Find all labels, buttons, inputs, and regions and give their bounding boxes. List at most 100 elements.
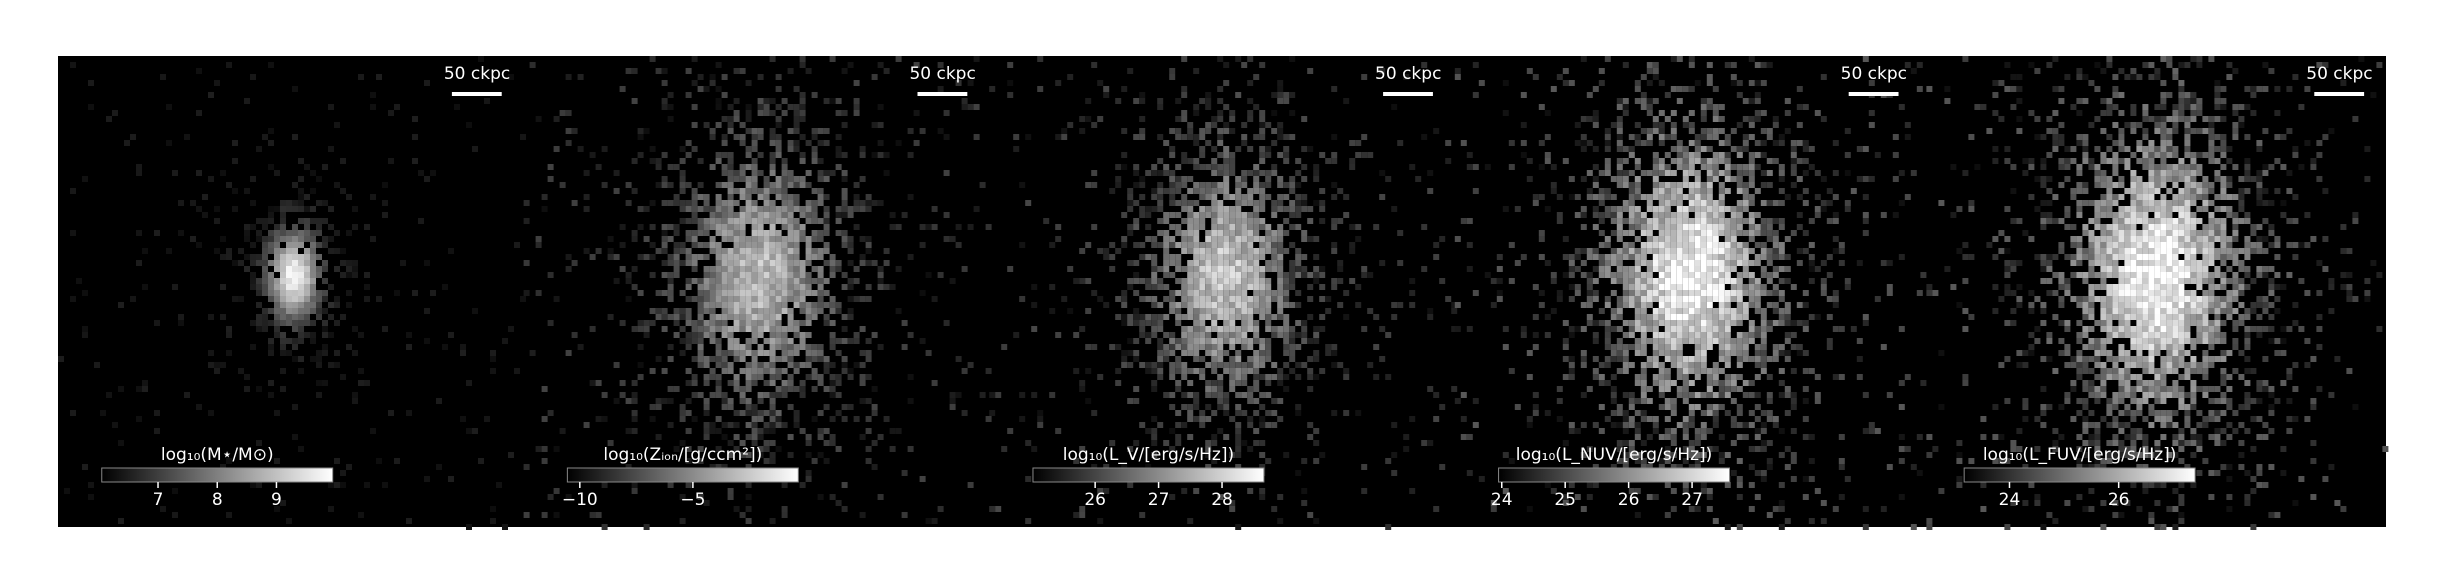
pixel [1658,380,1665,386]
pixel [250,224,256,230]
pixel [1217,428,1224,434]
pixel [88,80,94,86]
pixel [793,230,800,236]
pixel [793,272,800,278]
pixel [1676,140,1683,146]
pixel [691,212,698,218]
pixel [1235,440,1242,446]
pixel [1265,302,1272,308]
pixel [1484,272,1491,278]
pixel [1718,296,1725,302]
pixel [817,266,824,272]
pixel [1217,344,1224,350]
pixel [1628,398,1635,404]
pixel [841,122,848,128]
pixel [490,368,496,374]
pixel [1760,440,1767,446]
pixel [1235,242,1242,248]
pixel [733,410,740,416]
pixel [1682,212,1689,218]
pixel [1163,254,1170,260]
pixel [1568,482,1575,488]
pixel [1760,242,1767,248]
pixel [1223,272,1230,278]
pixel [1199,134,1206,140]
pixel [829,308,836,314]
pixel [1766,392,1773,398]
pixel [1199,266,1206,272]
pixel [262,278,268,284]
pixel [436,464,442,470]
pixel [1247,248,1254,254]
pixel [775,308,782,314]
pixel [835,380,842,386]
pixel [1538,164,1545,170]
pixel [1187,158,1194,164]
pixel [1640,254,1647,260]
pixel [1289,260,1296,266]
pixel [787,230,794,236]
pixel [655,404,662,410]
pixel [1253,260,1260,266]
pixel [1742,254,1749,260]
pixel [1748,80,1755,86]
pixel [769,392,776,398]
pixel [775,152,782,158]
pixel [745,278,752,284]
pixel [1538,140,1545,146]
pixel [757,74,764,80]
pixel [1604,362,1611,368]
pixel [1319,314,1326,320]
pixel [1802,158,1809,164]
pixel [1241,308,1248,314]
pixel [1205,452,1212,458]
pixel [793,236,800,242]
pixel [1706,128,1713,134]
pixel [1712,272,1719,278]
pixel [1151,260,1158,266]
pixel [1766,374,1773,380]
pixel [1205,260,1212,266]
pixel [1259,116,1266,122]
pixel [88,482,94,488]
pixel [1688,440,1695,446]
pixel [1211,200,1218,206]
pixel [1073,512,1080,518]
pixel [937,128,944,134]
pixel [757,110,764,116]
pixel [709,266,716,272]
pixel [1652,320,1659,326]
pixel [781,98,788,104]
pixel [1235,428,1242,434]
pixel [775,332,782,338]
pixel [1580,134,1587,140]
pixel [1664,368,1671,374]
pixel [1730,224,1737,230]
pixel [1211,194,1218,200]
pixel [1127,338,1134,344]
pixel [1736,122,1743,128]
pixel [793,302,800,308]
pixel [364,380,370,386]
pixel [178,314,184,320]
pixel [1760,350,1767,356]
pixel [523,512,530,518]
pixel [721,272,728,278]
pixel [1706,236,1713,242]
pixel [1586,254,1593,260]
pixel [895,140,902,146]
pixel [691,392,698,398]
pixel [1466,326,1473,332]
pixel [1586,482,1593,488]
pixel [1646,296,1653,302]
pixel [1127,314,1134,320]
pixel [1616,458,1623,464]
pixel [274,302,280,308]
pixel [1259,494,1266,500]
pixel [1754,302,1761,308]
pixel [1700,332,1707,338]
pixel [1688,272,1695,278]
pixel [1814,206,1821,212]
pixel [757,152,764,158]
pixel [130,134,136,140]
